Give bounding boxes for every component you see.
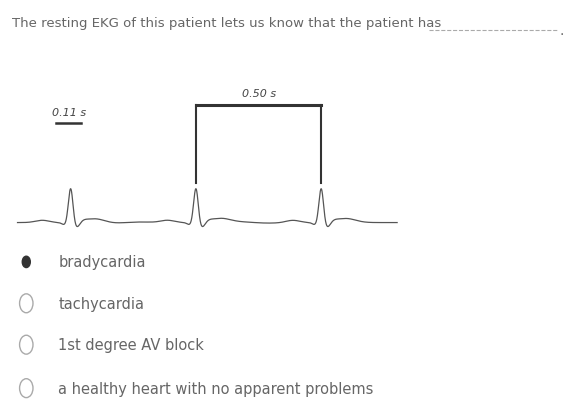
- Text: .: .: [559, 24, 564, 38]
- Text: bradycardia: bradycardia: [58, 255, 146, 270]
- Ellipse shape: [22, 256, 30, 268]
- Text: tachycardia: tachycardia: [58, 296, 144, 311]
- Text: 0.11 s: 0.11 s: [51, 108, 86, 118]
- Text: 0.50 s: 0.50 s: [242, 89, 276, 99]
- Text: The resting EKG of this patient lets us know that the patient has: The resting EKG of this patient lets us …: [12, 17, 445, 29]
- Text: 1st degree AV block: 1st degree AV block: [58, 337, 204, 352]
- Text: a healthy heart with no apparent problems: a healthy heart with no apparent problem…: [58, 381, 374, 396]
